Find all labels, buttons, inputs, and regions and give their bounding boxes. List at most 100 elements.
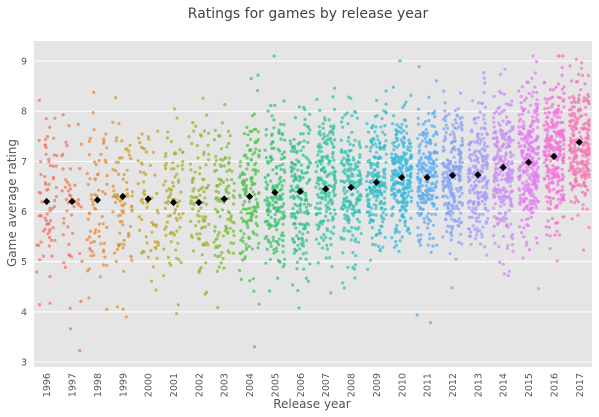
rating-point xyxy=(390,152,394,156)
rating-point xyxy=(53,238,57,243)
rating-point xyxy=(251,182,255,186)
rating-point xyxy=(121,307,125,311)
rating-point xyxy=(241,187,246,192)
rating-point xyxy=(279,122,283,126)
rating-point xyxy=(99,152,103,156)
rating-point xyxy=(405,173,409,178)
rating-point xyxy=(442,127,446,131)
rating-point xyxy=(587,94,591,99)
rating-point xyxy=(295,158,299,162)
rating-point xyxy=(415,313,419,317)
rating-point xyxy=(480,199,484,204)
rating-point xyxy=(453,160,457,164)
rating-point xyxy=(580,73,585,78)
rating-point xyxy=(322,233,326,237)
rating-point xyxy=(325,228,329,232)
rating-point xyxy=(374,213,378,217)
rating-point xyxy=(218,199,223,204)
rating-point xyxy=(319,177,324,182)
rating-point xyxy=(383,207,387,211)
rating-point xyxy=(368,258,373,262)
rating-point xyxy=(105,174,109,178)
rating-point xyxy=(577,97,581,101)
rating-point xyxy=(377,184,381,188)
rating-point xyxy=(48,219,53,223)
rating-point xyxy=(203,292,207,296)
rating-point xyxy=(263,220,267,224)
rating-point xyxy=(374,207,378,211)
rating-point xyxy=(293,212,297,216)
rating-point xyxy=(497,160,501,164)
rating-point xyxy=(561,135,566,139)
rating-point xyxy=(289,195,293,199)
rating-point xyxy=(114,139,118,143)
rating-point xyxy=(543,97,547,101)
rating-point xyxy=(44,152,48,156)
rating-point xyxy=(339,161,343,165)
rating-point xyxy=(223,155,227,160)
rating-point xyxy=(427,111,431,115)
rating-point xyxy=(78,167,82,171)
rating-point xyxy=(320,168,324,172)
rating-point xyxy=(460,191,464,196)
rating-point xyxy=(418,194,422,198)
rating-point xyxy=(551,196,556,201)
rating-point xyxy=(46,187,50,191)
rating-point xyxy=(307,126,311,130)
rating-point xyxy=(450,234,454,238)
rating-point xyxy=(546,174,550,178)
rating-point xyxy=(216,255,220,259)
rating-point xyxy=(542,177,546,181)
rating-point xyxy=(581,143,585,147)
rating-point xyxy=(340,120,344,124)
rating-point xyxy=(450,227,454,231)
rating-point xyxy=(232,202,236,206)
rating-point xyxy=(492,111,497,115)
rating-point xyxy=(426,211,430,215)
rating-point xyxy=(198,232,202,236)
rating-point xyxy=(269,215,273,219)
rating-point xyxy=(571,129,576,133)
rating-point xyxy=(270,157,274,161)
rating-point xyxy=(230,178,234,182)
rating-point xyxy=(506,273,510,278)
rating-point xyxy=(525,240,529,244)
rating-point xyxy=(452,200,456,204)
rating-point xyxy=(501,173,505,177)
rating-point xyxy=(428,232,432,236)
rating-point xyxy=(228,226,232,230)
x-tick-label: 2009 xyxy=(372,373,383,397)
rating-point xyxy=(303,117,307,121)
rating-point xyxy=(218,163,222,167)
rating-point xyxy=(325,154,330,158)
rating-point xyxy=(504,131,508,135)
rating-point xyxy=(304,205,309,209)
rating-point xyxy=(324,198,328,202)
rating-point xyxy=(303,226,307,231)
rating-point xyxy=(118,220,122,224)
rating-point xyxy=(434,151,438,155)
rating-point xyxy=(406,193,410,198)
rating-point xyxy=(504,102,508,106)
rating-point xyxy=(256,73,260,77)
rating-point xyxy=(399,131,403,135)
rating-point xyxy=(561,120,565,125)
rating-point xyxy=(404,209,408,213)
rating-point xyxy=(390,193,394,197)
rating-point xyxy=(156,211,160,215)
rating-point xyxy=(446,175,450,179)
rating-point xyxy=(578,168,582,172)
rating-point xyxy=(65,144,69,148)
rating-point xyxy=(392,196,396,200)
rating-point xyxy=(587,153,591,157)
rating-point xyxy=(48,206,52,210)
rating-point xyxy=(559,193,563,197)
rating-point xyxy=(317,146,321,150)
rating-point xyxy=(448,133,452,137)
rating-point xyxy=(479,139,483,143)
x-tick-label: 2006 xyxy=(296,373,307,397)
rating-point xyxy=(482,126,487,130)
rating-point xyxy=(419,197,423,201)
rating-point xyxy=(562,91,566,95)
rating-point xyxy=(403,191,407,195)
